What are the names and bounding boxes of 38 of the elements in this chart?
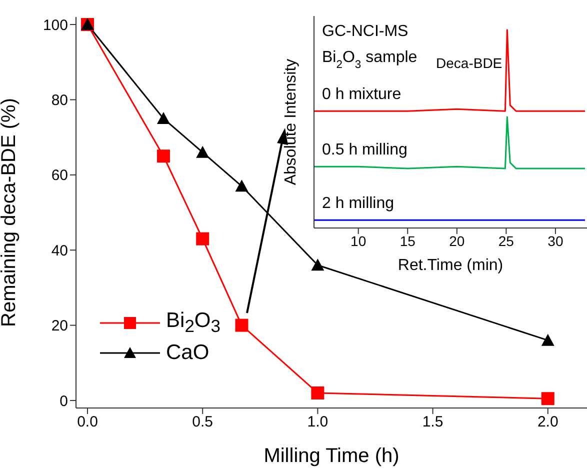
y-axis-title: Remaining deca-BDE (%)	[0, 98, 20, 327]
y-tick-label: 0	[60, 392, 68, 410]
x-tick-label: 2.0	[537, 414, 558, 431]
x-tick-label: 25	[498, 232, 514, 249]
x-tick-label: 1.0	[307, 414, 328, 431]
x-tick-label: 15	[400, 232, 416, 249]
point	[196, 146, 210, 158]
series-label: 0 h mixture	[322, 86, 402, 104]
annotation: GC-NCI-MS	[322, 23, 408, 40]
legend-label: Bi$_{2}$O$_{3}$	[166, 308, 220, 338]
x-tick-label: 30	[548, 232, 564, 249]
point	[541, 392, 554, 406]
x-tick-label: 0.0	[77, 414, 98, 431]
legend-label: CaO	[166, 341, 210, 365]
annotation: Bi$_{2}$O$_{3}$ sample	[322, 49, 418, 71]
point	[156, 150, 170, 163]
y-tick-label: 80	[51, 92, 68, 110]
point	[235, 318, 248, 332]
y-tick-label: 100	[42, 16, 68, 34]
point	[311, 258, 324, 271]
y-tick-label: 20	[51, 318, 68, 335]
point	[235, 180, 248, 192]
point	[311, 386, 324, 400]
y-tick-label: 60	[51, 167, 68, 184]
x-axis-title: Ret.Time (min)	[398, 257, 504, 274]
x-tick-label: 20	[449, 232, 465, 249]
x-tick-label: 10	[350, 232, 366, 249]
series-label: 0.5 h milling	[322, 142, 408, 159]
y-axis-title: Absolute Intensity	[282, 58, 300, 186]
x-tick-label: 0.5	[192, 414, 214, 431]
series-label: 2 h milling	[322, 195, 394, 212]
x-tick-label: 1.5	[422, 414, 444, 431]
point	[196, 232, 210, 246]
annotation: Deca-BDE	[436, 54, 502, 71]
point	[541, 334, 554, 346]
x-axis-title: Milling Time (h)	[264, 445, 400, 467]
point	[156, 112, 170, 124]
y-tick-label: 40	[51, 242, 68, 260]
